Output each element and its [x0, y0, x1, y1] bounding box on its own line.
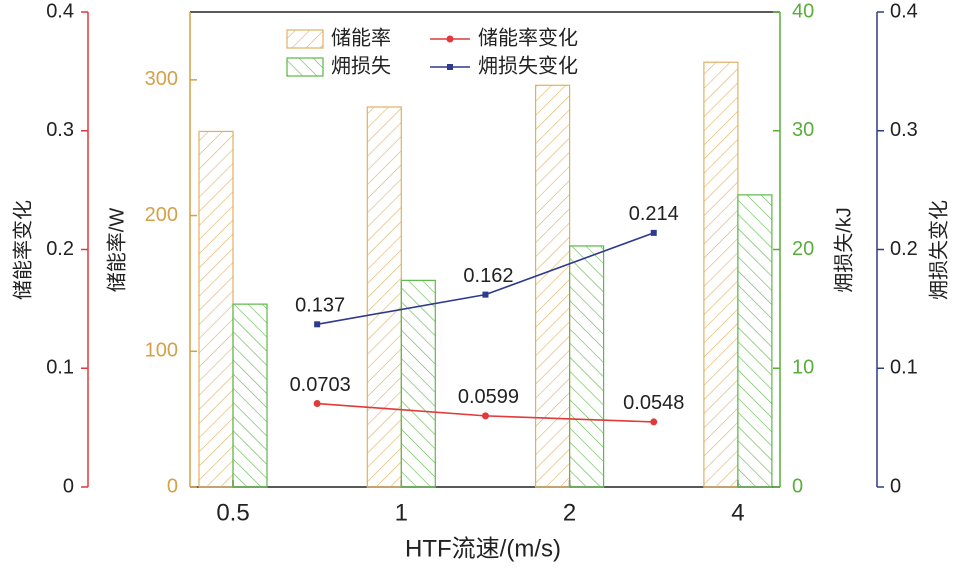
- y-tick-label: 20: [792, 238, 814, 260]
- bar: [703, 61, 739, 488]
- marker: [481, 412, 489, 420]
- x-tick-label: 4: [731, 499, 744, 526]
- y-tick-label: 0.1: [890, 357, 918, 379]
- y-tick-label: 0: [167, 475, 178, 497]
- x-tick-label: 1: [395, 499, 408, 526]
- marker: [650, 229, 657, 236]
- y-tick-label: 40: [792, 0, 814, 22]
- marker: [314, 321, 321, 328]
- bar: [400, 279, 436, 488]
- y-axis-title: 储能率变化: [11, 200, 34, 300]
- y-tick-label: 30: [792, 119, 814, 141]
- legend-swatch: [286, 29, 324, 49]
- y-tick-label: 0: [63, 475, 74, 497]
- legend-marker: [446, 35, 454, 43]
- y-axis-title: 㶲损失变化: [927, 200, 950, 300]
- y-tick-label: 0.3: [46, 119, 74, 141]
- x-tick-label: 2: [563, 499, 576, 526]
- y-tick-label: 0: [890, 475, 901, 497]
- bar: [737, 194, 773, 488]
- legend-label: 储能率变化: [478, 26, 578, 49]
- data-label: 0.137: [295, 295, 345, 317]
- y-tick-label: 0.2: [46, 238, 74, 260]
- bar: [366, 106, 402, 488]
- bar: [232, 303, 268, 488]
- y-tick-label: 0.4: [46, 0, 74, 22]
- y-tick-label: 0.2: [890, 238, 918, 260]
- legend-label: 储能率: [331, 26, 391, 49]
- legend-label: 㶲损失: [331, 54, 391, 77]
- y-tick-label: 0.1: [46, 357, 74, 379]
- marker: [650, 418, 658, 426]
- y-tick-label: 300: [145, 68, 178, 90]
- y-tick-label: 10: [792, 357, 814, 379]
- data-label: 0.0703: [290, 374, 351, 396]
- data-label: 0.214: [629, 203, 679, 225]
- y-tick-label: 0: [792, 475, 803, 497]
- legend-marker: [447, 64, 453, 70]
- legend-swatch: [286, 57, 324, 77]
- data-label: 0.0548: [623, 392, 684, 414]
- y-tick-label: 0.4: [890, 0, 918, 22]
- legend-label: 㶲损失变化: [478, 54, 578, 77]
- x-tick-label: 0.5: [216, 499, 249, 526]
- y-tick-label: 0.3: [890, 119, 918, 141]
- data-label: 0.0599: [458, 386, 519, 408]
- y-tick-label: 100: [145, 340, 178, 362]
- data-label: 0.162: [463, 265, 513, 287]
- marker: [482, 291, 489, 298]
- bar: [534, 84, 571, 488]
- bar: [198, 130, 234, 488]
- x-axis-title: HTF流速/(m/s): [405, 535, 561, 562]
- y-tick-label: 200: [145, 204, 178, 226]
- y-axis-title: 储能率/W: [105, 208, 128, 293]
- y-axis-title: 㶲损失/kJ: [832, 207, 855, 293]
- marker: [313, 400, 321, 408]
- bar: [568, 245, 605, 488]
